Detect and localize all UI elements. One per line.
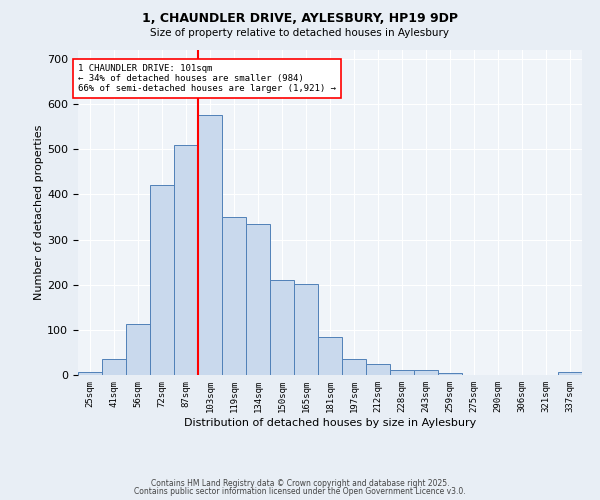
Bar: [246, 224, 270, 375]
Text: Contains public sector information licensed under the Open Government Licence v3: Contains public sector information licen…: [134, 487, 466, 496]
Bar: [558, 372, 582, 375]
Bar: [222, 217, 246, 375]
Bar: [390, 370, 414, 375]
X-axis label: Distribution of detached houses by size in Aylesbury: Distribution of detached houses by size …: [184, 418, 476, 428]
Bar: [366, 364, 390, 375]
Bar: [126, 324, 150, 375]
Bar: [438, 373, 462, 375]
Text: 1 CHAUNDLER DRIVE: 101sqm
← 34% of detached houses are smaller (984)
66% of semi: 1 CHAUNDLER DRIVE: 101sqm ← 34% of detac…: [78, 64, 336, 94]
Bar: [78, 372, 102, 375]
Bar: [318, 336, 342, 375]
Text: 1, CHAUNDLER DRIVE, AYLESBURY, HP19 9DP: 1, CHAUNDLER DRIVE, AYLESBURY, HP19 9DP: [142, 12, 458, 26]
Text: Size of property relative to detached houses in Aylesbury: Size of property relative to detached ho…: [151, 28, 449, 38]
Bar: [270, 280, 294, 375]
Bar: [150, 186, 174, 375]
Bar: [102, 359, 126, 375]
Y-axis label: Number of detached properties: Number of detached properties: [34, 125, 44, 300]
Bar: [414, 370, 438, 375]
Bar: [174, 145, 198, 375]
Text: Contains HM Land Registry data © Crown copyright and database right 2025.: Contains HM Land Registry data © Crown c…: [151, 478, 449, 488]
Bar: [294, 284, 318, 375]
Bar: [342, 359, 366, 375]
Bar: [198, 116, 222, 375]
